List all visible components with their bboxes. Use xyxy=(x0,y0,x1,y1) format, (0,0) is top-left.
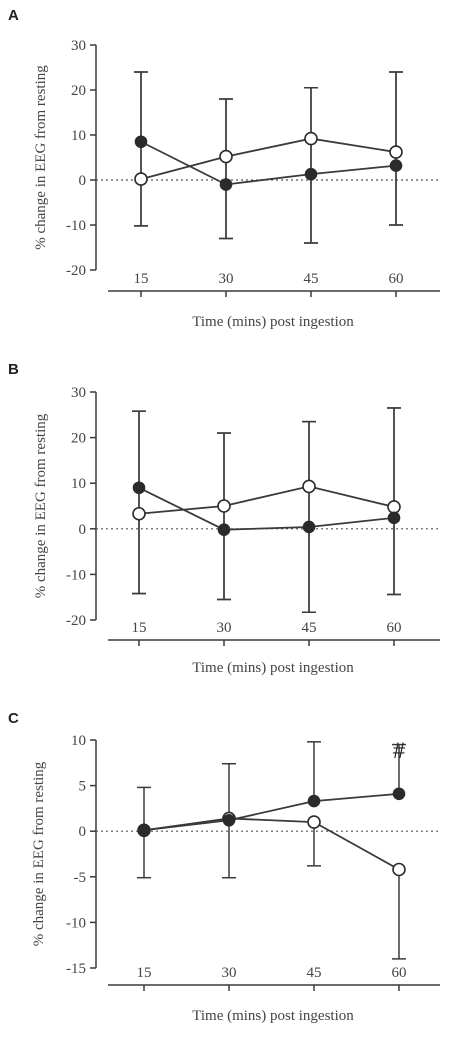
y-tick-label: -15 xyxy=(66,961,86,977)
data-point-filled xyxy=(389,159,403,172)
x-tick-label: 30 xyxy=(222,965,237,981)
y-tick-label: 10 xyxy=(71,733,86,749)
data-point-open xyxy=(217,499,231,513)
y-tick-label: -20 xyxy=(66,263,86,279)
x-tick-label: 15 xyxy=(134,271,149,287)
panel-a: A -20 -10 0 10 20 30 15 30 45 60 Time (mins) post i… xyxy=(8,7,440,330)
x-tick-label: 60 xyxy=(389,271,404,287)
series-line-open xyxy=(140,137,397,180)
y-tick-label: -20 xyxy=(66,613,86,629)
data-point-filled xyxy=(217,523,231,537)
x-tick-label: 15 xyxy=(137,965,152,981)
panel-letter: B xyxy=(8,361,19,378)
y-tick-label: 20 xyxy=(71,431,86,447)
x-axis-title: Time (mins) post ingestion xyxy=(192,660,354,676)
x-tick-label: 45 xyxy=(307,965,322,981)
data-point-filled xyxy=(132,481,146,495)
data-point-open xyxy=(132,506,146,521)
y-tick-label: 20 xyxy=(71,83,86,99)
data-point-open xyxy=(389,145,403,159)
data-point-open xyxy=(134,172,148,186)
series-line-filled xyxy=(138,486,395,531)
panel-b: B -20 -10 0 10 20 30 15 30 45 60 Time (mins) post i… xyxy=(8,361,440,676)
y-tick-label: 0 xyxy=(79,173,87,189)
data-point-filled xyxy=(219,178,233,191)
y-tick-label: 10 xyxy=(71,128,86,144)
y-tick-label: 30 xyxy=(71,38,86,54)
data-point-filled xyxy=(137,823,151,837)
data-point-open xyxy=(307,815,321,829)
y-tick-label: 0 xyxy=(79,824,87,840)
data-point-filled xyxy=(392,787,406,801)
x-axis-title: Time (mins) post ingestion xyxy=(192,314,354,330)
series-line-filled xyxy=(140,140,397,186)
x-tick-label: 45 xyxy=(304,271,319,287)
data-point-filled xyxy=(222,813,236,827)
data-point-open xyxy=(387,500,401,514)
x-tick-label: 30 xyxy=(217,620,232,636)
data-point-open xyxy=(392,862,406,877)
data-point-filled xyxy=(304,167,318,181)
y-tick-label: 5 xyxy=(79,779,87,795)
x-tick-label: 45 xyxy=(302,620,317,636)
series-line-filled xyxy=(143,792,400,832)
x-tick-label: 60 xyxy=(392,965,407,981)
panel-c: C -15 -10 -5 0 5 10 15 30 45 60 Time (mins) post in… xyxy=(8,710,440,1024)
y-tick-label: 10 xyxy=(71,476,86,492)
y-tick-label: 0 xyxy=(79,522,87,538)
data-point-open xyxy=(302,479,316,494)
data-point-filled xyxy=(134,135,148,149)
y-tick-label: 30 xyxy=(71,385,86,401)
y-axis-title: % change in EEG from resting xyxy=(33,65,49,250)
x-tick-label: 60 xyxy=(387,620,402,636)
series-line-open xyxy=(138,485,395,515)
y-tick-label: -10 xyxy=(66,567,86,583)
x-tick-label: 15 xyxy=(132,620,147,636)
x-tick-label: 30 xyxy=(219,271,234,287)
series-line-open xyxy=(143,817,400,871)
x-axis-title: Time (mins) post ingestion xyxy=(192,1008,354,1024)
significance-marker: # xyxy=(393,738,406,763)
y-tick-label: -5 xyxy=(74,870,87,886)
y-axis-title: % change in EEG from resting xyxy=(31,761,47,946)
data-point-open xyxy=(304,131,318,146)
data-point-filled xyxy=(307,794,321,808)
panel-letter: A xyxy=(8,7,19,24)
y-tick-label: -10 xyxy=(66,915,86,931)
data-point-open xyxy=(219,149,233,164)
panel-letter: C xyxy=(8,710,19,727)
data-point-filled xyxy=(387,511,401,525)
y-axis-title: % change in EEG from resting xyxy=(33,413,49,598)
data-point-filled xyxy=(302,520,316,534)
y-tick-label: -10 xyxy=(66,218,86,234)
